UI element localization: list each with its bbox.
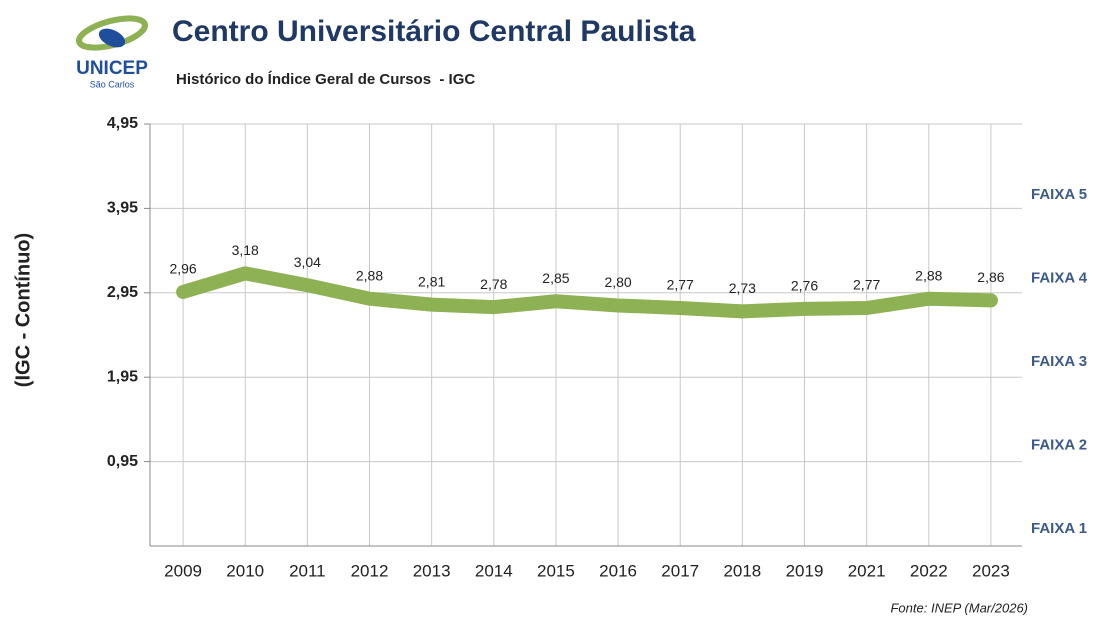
y-tick-label: 2,95 [107,284,138,301]
chart-title: Centro Universitário Central Paulista [172,15,696,48]
x-tick-label: 2018 [723,561,761,580]
value-label: 2,96 [169,261,196,277]
band-label: FAIXA 1 [1031,520,1087,537]
band-label: FAIXA 5 [1031,186,1087,203]
value-label: 2,80 [604,274,631,290]
band-label: FAIXA 4 [1031,269,1088,286]
value-label: 2,73 [729,280,756,296]
x-tick-label: 2013 [413,561,451,580]
x-tick-label: 2009 [164,561,202,580]
x-tick-label: 2021 [848,561,886,580]
x-tick-label: 2014 [475,561,513,580]
x-tick-label: 2010 [226,561,264,580]
value-label: 2,88 [915,267,942,283]
x-tick-label: 2012 [351,561,389,580]
y-tick-label: 3,95 [107,200,138,217]
band-label: FAIXA 2 [1031,436,1087,453]
y-tick-label: 1,95 [107,368,138,385]
value-label: 2,78 [480,276,507,292]
logo-place: São Carlos [90,79,135,89]
logo-name: UNICEP [76,58,148,79]
data-line [176,266,998,319]
chart-subtitle: Histórico do Índice Geral de Cursos - IG… [176,71,475,88]
value-label: 2,85 [542,270,569,286]
value-label: 2,76 [791,278,818,294]
value-label: 3,04 [294,254,321,270]
x-tick-label: 2019 [786,561,824,580]
x-tick-label: 2023 [972,561,1010,580]
logo-shape [98,28,126,48]
value-label: 2,77 [667,277,694,293]
x-tick-label: 2017 [661,561,699,580]
value-label: 2,81 [418,273,445,289]
logo: UNICEP São Carlos [76,15,148,89]
y-tick-label: 0,95 [107,453,138,470]
value-label: 2,88 [356,267,383,283]
x-tick-label: 2016 [599,561,637,580]
source: Fonte: INEP (Mar/2026) [890,600,1028,615]
band-label: FAIXA 3 [1031,353,1087,370]
value-label: 3,18 [232,242,259,258]
x-tick-label: 2022 [910,561,948,580]
y-tick-label: 4,95 [107,115,138,132]
x-tick-label: 2015 [537,561,575,580]
x-tick-label: 2011 [289,561,326,580]
value-label: 2,86 [977,269,1004,285]
y-axis-label: (IGC - Contínuo) [12,233,34,387]
value-label: 2,77 [853,277,880,293]
